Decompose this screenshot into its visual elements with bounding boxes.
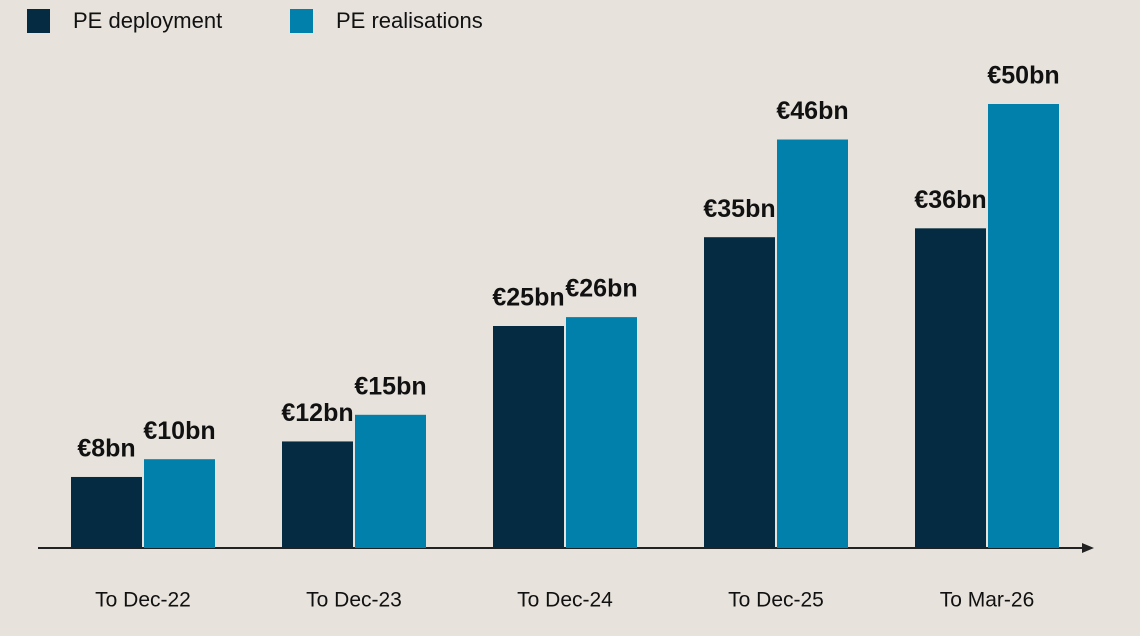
x-tick-label: To Dec-25: [728, 589, 824, 612]
bar: [777, 139, 848, 548]
bar: [704, 237, 775, 548]
bar: [915, 228, 986, 548]
bar: [282, 441, 353, 548]
bar: [988, 104, 1059, 548]
x-tick-label: To Dec-23: [306, 589, 402, 612]
data-label: €35bn: [703, 195, 775, 223]
legend-swatch: [290, 9, 313, 33]
bar: [144, 459, 215, 548]
x-tick-label: To Mar-26: [940, 589, 1035, 612]
data-label: €15bn: [354, 372, 426, 400]
bar: [355, 414, 426, 548]
axis-arrow: [1082, 543, 1094, 553]
data-label: €10bn: [143, 417, 215, 445]
data-label: €26bn: [565, 275, 637, 303]
data-label: €12bn: [281, 399, 353, 427]
legend-label: PE deployment: [73, 8, 222, 33]
bar: [71, 476, 142, 548]
data-label: €8bn: [77, 435, 135, 463]
legend-label: PE realisations: [336, 8, 483, 33]
data-label: €25bn: [492, 284, 564, 312]
data-label: €46bn: [776, 97, 848, 125]
data-label: €36bn: [914, 186, 986, 214]
bar: [493, 326, 564, 548]
bar: [566, 317, 637, 548]
x-tick-label: To Dec-22: [95, 589, 191, 612]
x-tick-label: To Dec-24: [517, 589, 613, 612]
data-label: €50bn: [987, 62, 1059, 90]
legend-swatch: [27, 9, 50, 33]
